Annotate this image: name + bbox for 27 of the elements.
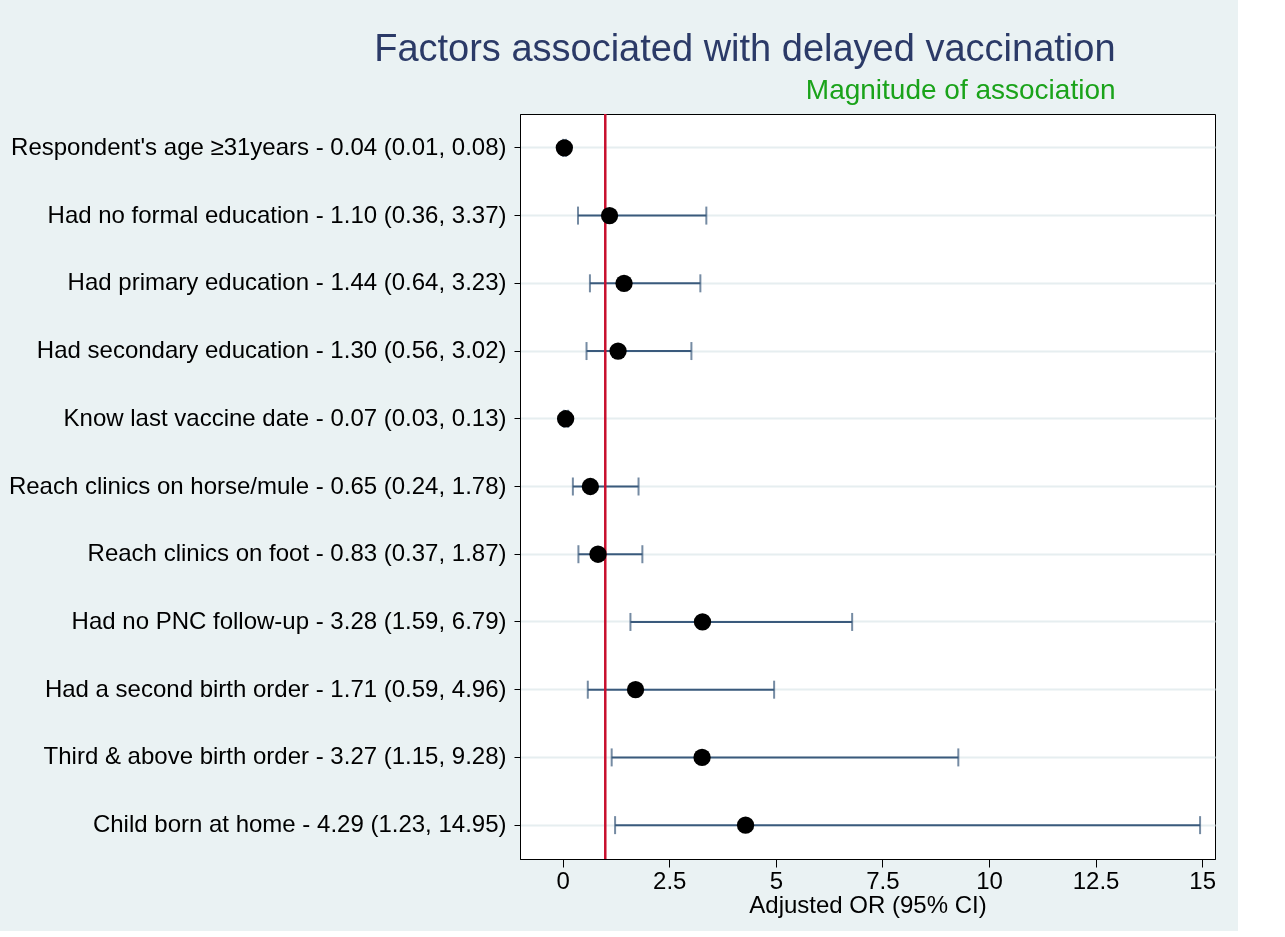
y-tick-label: Child born at home - 4.29 (1.23, 14.95) [92, 810, 507, 838]
x-tick-label: 0 [556, 866, 570, 894]
x-tick-label: 15 [1189, 866, 1217, 894]
chart-title: Factors associated with delayed vaccination [374, 26, 1116, 69]
point [556, 410, 575, 428]
x-tick-label: 2.5 [653, 866, 687, 894]
point [589, 545, 607, 563]
chart-subtitle: Magnitude of association [805, 73, 1116, 105]
y-tick-label: Had no PNC follow-up - 3.28 (1.59, 6.79) [71, 606, 507, 634]
y-tick-label: Had secondary education - 1.30 (0.56, 3.02) [36, 336, 507, 364]
point [693, 613, 712, 631]
point [693, 748, 711, 767]
y-tick-label: Respondent's age ≥31years - 0.04 (0.01, 0.08) [11, 132, 507, 160]
point [600, 206, 619, 225]
y-tick-label: Third & above birth order - 3.27 (1.15, 9.28) [43, 742, 507, 770]
point [615, 274, 633, 292]
y-tick-label: Had no formal education - 1.10 (0.36, 3.37) [47, 200, 507, 228]
point [736, 816, 755, 834]
point [626, 681, 645, 699]
y-tick-label: Know last vaccine date - 0.07 (0.03, 0.13) [63, 403, 507, 431]
x-tick-label: 12.5 [1072, 866, 1120, 894]
point [609, 342, 627, 360]
point [581, 477, 600, 496]
y-tick-label: Had primary education - 1.44 (0.64, 3.23) [67, 268, 507, 296]
y-tick-label: Reach clinics on foot - 0.83 (0.37, 1.87) [87, 539, 507, 567]
y-tick-label: Had a second birth order - 1.71 (0.59, 4.96) [44, 674, 507, 702]
y-tick-label: Reach clinics on horse/mule - 0.65 (0.24, 1.78) [8, 471, 507, 499]
